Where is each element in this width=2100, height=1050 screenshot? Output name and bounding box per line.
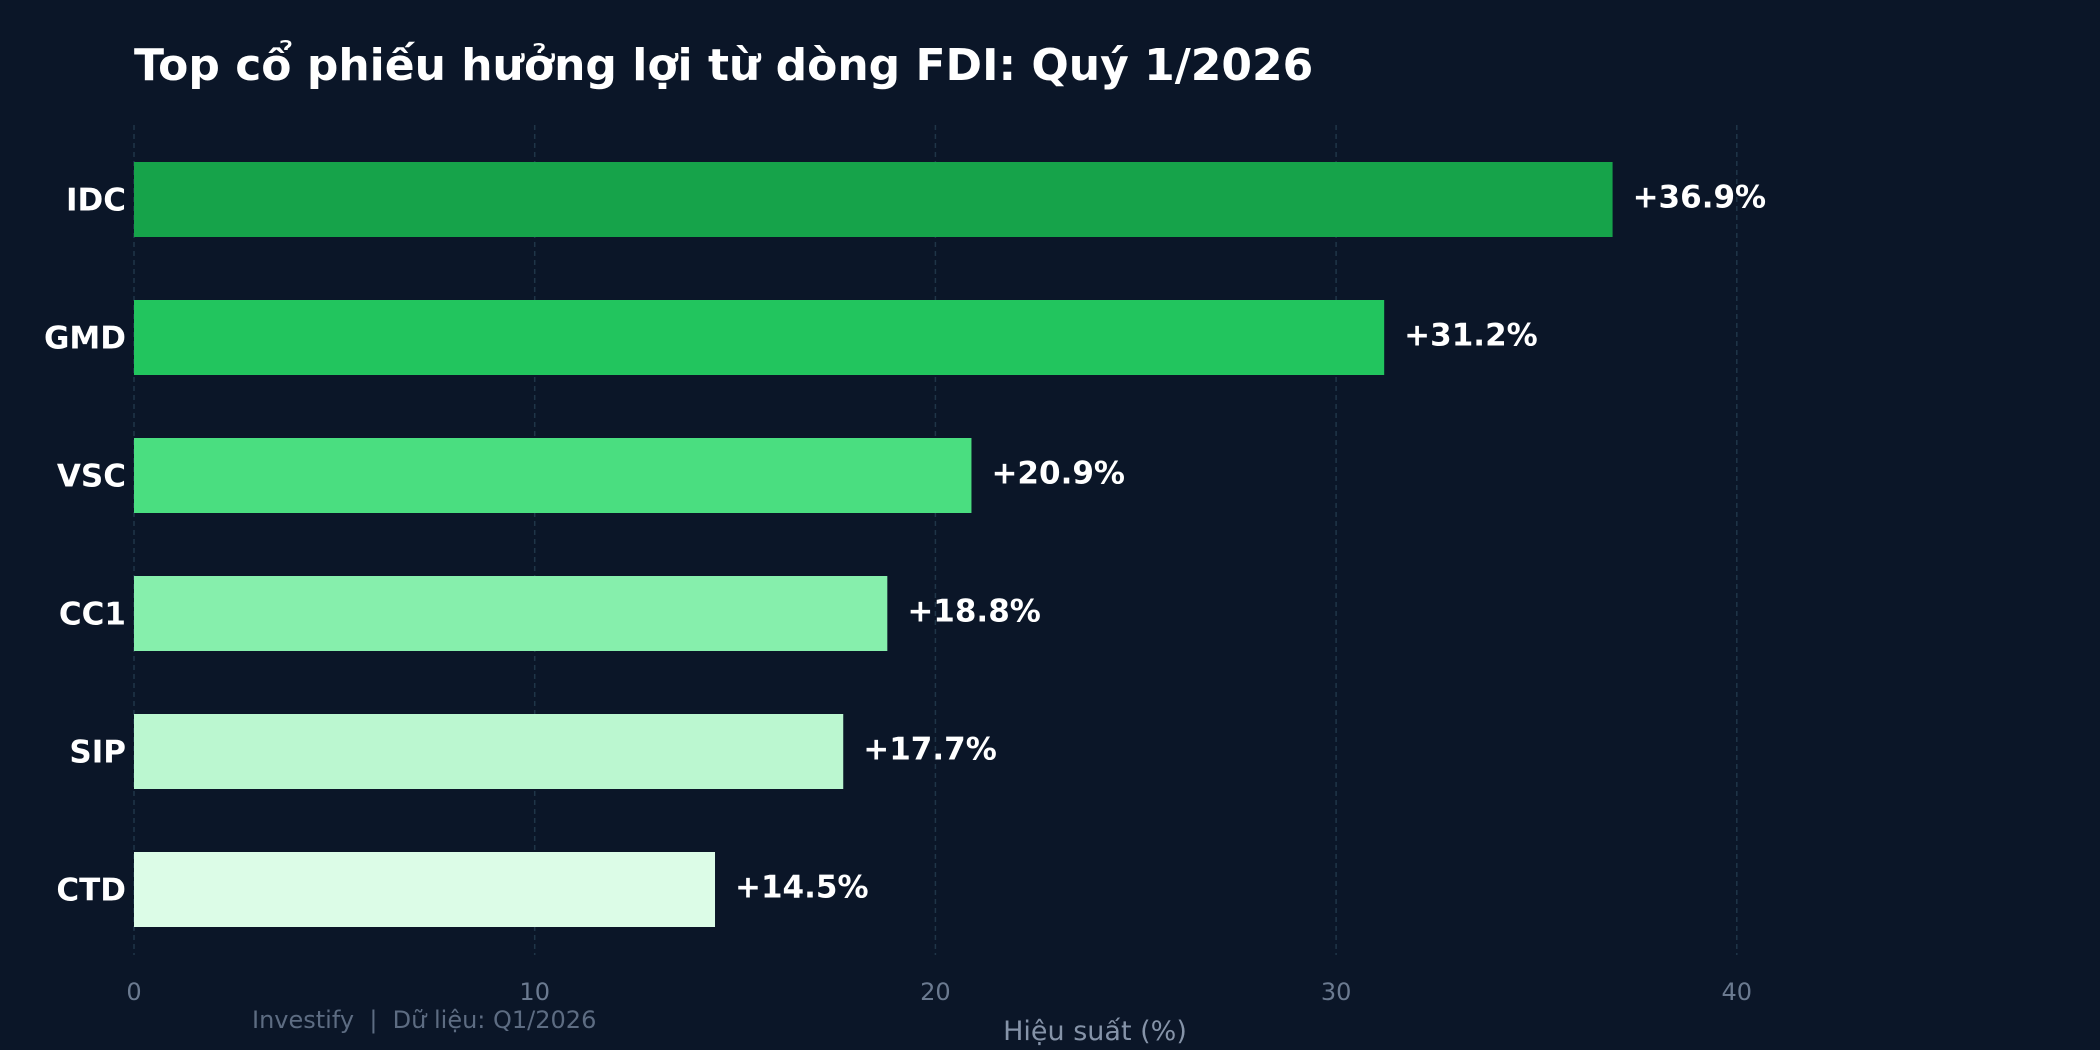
category-label: SIP: [69, 735, 126, 771]
footer-source: Investify | Dữ liệu: Q1/2026: [252, 1006, 596, 1034]
data-label: +36.9%: [1633, 180, 1767, 216]
bar-sip: [134, 714, 844, 789]
gridlines: [133, 125, 1738, 955]
category-label: GMD: [44, 321, 126, 357]
bars: IDC +36.9% GMD +31.2% VSC +20.9% CC1 +18.8% SIP +…: [44, 162, 1766, 927]
data-label: +17.7%: [863, 732, 997, 768]
data-label: +20.9%: [991, 456, 1125, 492]
category-label: VSC: [57, 459, 126, 495]
bar-vsc: [134, 438, 972, 513]
x-tick-label: 0: [126, 978, 141, 1006]
x-tick-label: 20: [920, 978, 951, 1006]
category-label: CC1: [59, 597, 126, 633]
bar-ctd: [134, 852, 716, 927]
x-axis-ticks: 0 10 20 30 40: [126, 978, 1752, 1006]
x-tick-label: 40: [1722, 978, 1753, 1006]
bar-idc: [134, 162, 1613, 237]
bar-gmd: [134, 300, 1385, 375]
data-label: +31.2%: [1404, 318, 1538, 354]
category-label: CTD: [56, 873, 126, 909]
chart-title: Top cổ phiếu hưởng lợi từ dòng FDI: Quý …: [134, 39, 1313, 91]
x-tick-label: 10: [519, 978, 550, 1006]
data-label: +14.5%: [735, 870, 869, 906]
x-axis-label: Hiệu suất (%): [1003, 1016, 1187, 1047]
data-label: +18.8%: [907, 594, 1041, 630]
category-label: IDC: [66, 183, 126, 219]
bar-cc1: [134, 576, 888, 651]
x-tick-label: 30: [1321, 978, 1352, 1006]
